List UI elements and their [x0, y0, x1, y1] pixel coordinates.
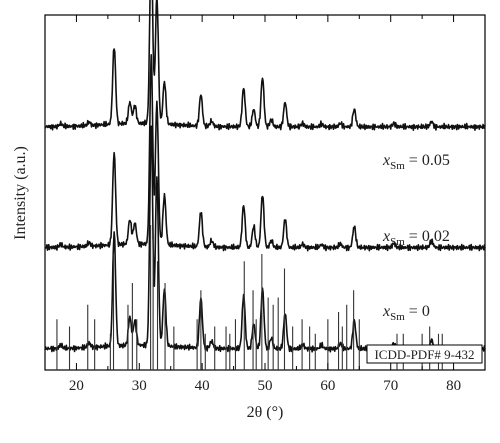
series-layer: xSm = 0.05 xSm = 0.02 xSm = 0 — [44, 0, 486, 353]
series-label-1: xSm = 0.02 — [382, 228, 450, 248]
x-tick-label-50: 50 — [258, 378, 273, 394]
x-tick-label-40: 40 — [195, 378, 210, 394]
series-label-2: xSm = 0 — [382, 303, 430, 323]
series-line-0 — [44, 0, 486, 131]
x-tick-label-70: 70 — [383, 378, 398, 394]
x-axis: 20 30 40 50 60 70 80 — [44, 15, 486, 394]
y-axis-title: Intensity (a.u.) — [12, 146, 29, 240]
reference-pattern: ICDD-PDF# 9-432 — [56, 225, 483, 370]
series-line-1 — [44, 54, 486, 252]
x-tick-label-60: 60 — [320, 378, 335, 394]
reference-label-box — [366, 344, 483, 364]
x-axis-title: 2θ (°) — [247, 404, 284, 421]
x-tick-label-80: 80 — [446, 378, 461, 394]
x-tick-label-20: 20 — [69, 378, 84, 394]
x-tick-label-30: 30 — [132, 378, 147, 394]
series-label-0: xSm = 0.05 — [382, 152, 450, 172]
reference-label: ICDD-PDF# 9-432 — [374, 347, 474, 362]
